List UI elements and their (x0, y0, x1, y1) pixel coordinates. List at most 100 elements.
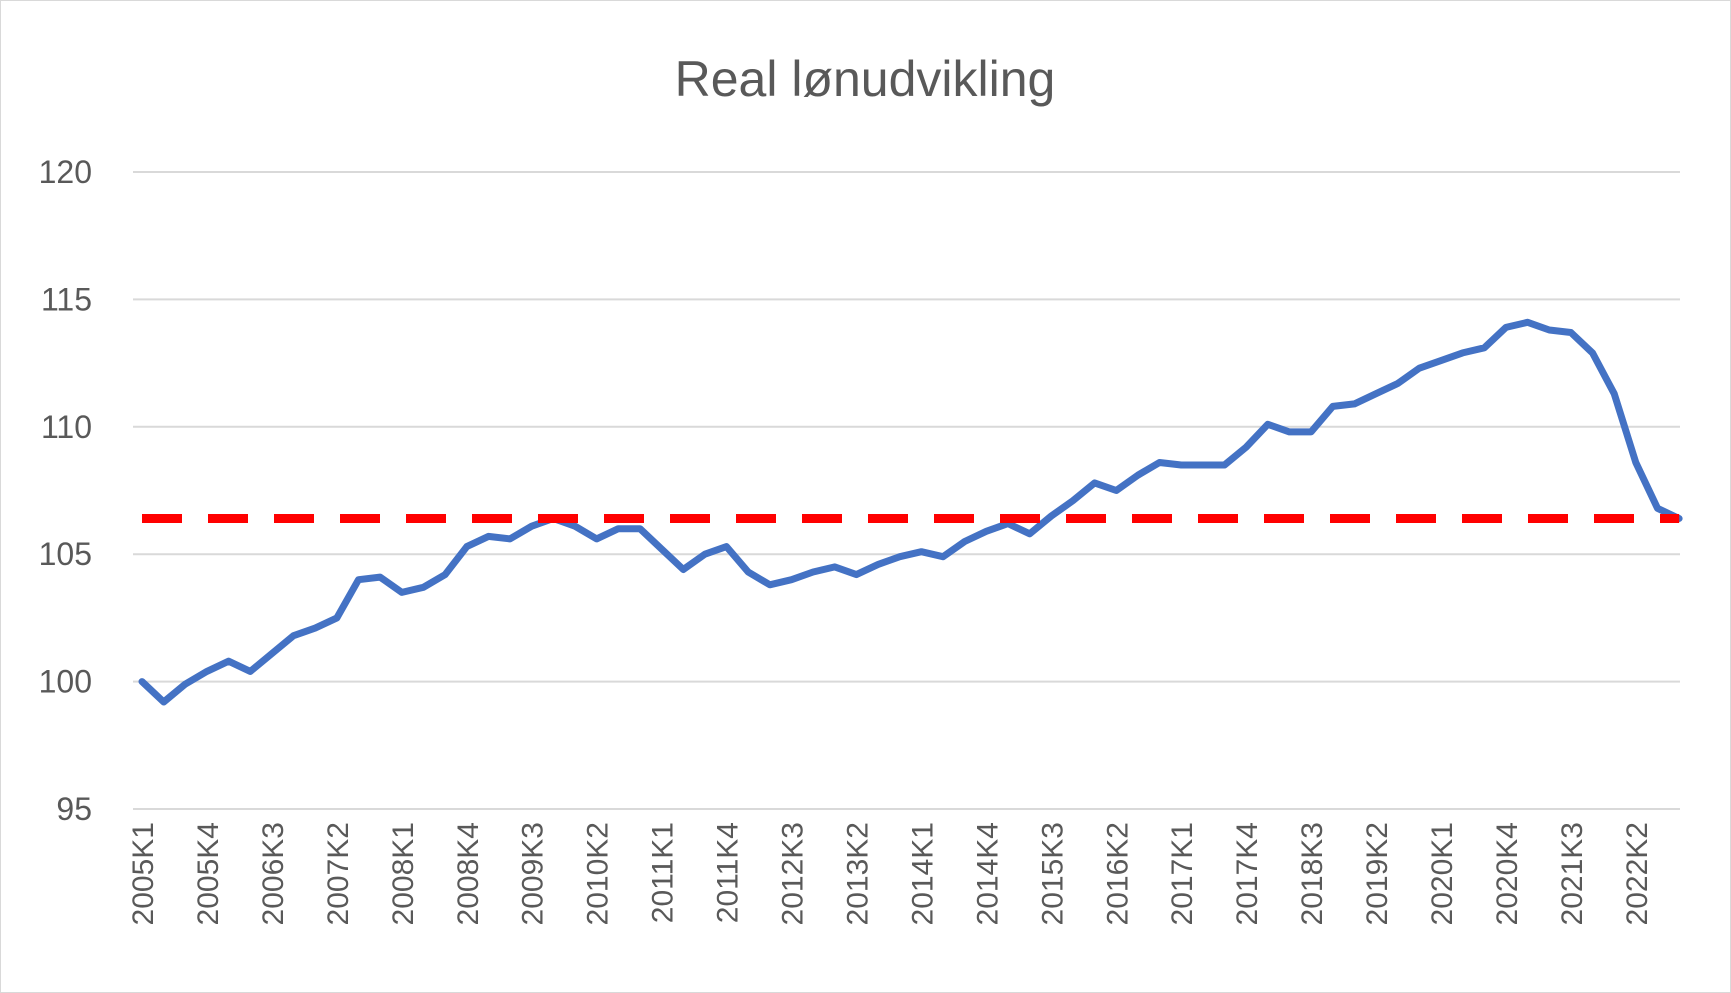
x-tick-label: 2018K3 (1296, 822, 1329, 925)
data-point (249, 670, 251, 672)
data-point (704, 553, 706, 555)
data-point (1137, 474, 1139, 476)
data-point (1310, 431, 1312, 433)
y-tick-label: 115 (41, 281, 92, 317)
data-point (1007, 523, 1009, 525)
data-point (228, 660, 230, 662)
x-tick-label: 2005K1 (127, 822, 160, 925)
data-point (942, 556, 944, 558)
data-point (1483, 347, 1485, 349)
data-point (1332, 405, 1334, 407)
data-point (1592, 352, 1593, 354)
data-point (336, 617, 338, 619)
data-point (293, 635, 294, 637)
data-point (1657, 507, 1658, 509)
data-point (1159, 462, 1160, 463)
data-point (920, 551, 922, 553)
y-tick-label: 100 (39, 664, 92, 700)
data-point (379, 576, 381, 578)
data-point (1418, 367, 1420, 369)
data-point (163, 701, 165, 703)
data-point (1180, 464, 1182, 466)
y-tick-label: 120 (39, 154, 92, 190)
x-tick-label: 2009K3 (517, 822, 550, 925)
data-point (1288, 431, 1290, 433)
y-tick-label: 95 (56, 791, 92, 827)
data-point (487, 535, 489, 537)
data-point (1548, 329, 1550, 331)
data-point (834, 566, 836, 568)
x-tick-label: 2010K2 (582, 822, 615, 925)
data-point (206, 670, 208, 672)
data-point (358, 579, 359, 581)
data-point (1527, 321, 1529, 323)
series-layer (138, 318, 1683, 706)
x-axis-ticks: 2005K1 2005K4 2006K3 2007K2 2008K1 2008K4 2009… (127, 822, 1654, 925)
x-tick-label: 2008K4 (452, 822, 485, 925)
data-point (661, 548, 663, 550)
data-point (899, 556, 901, 558)
x-tick-label: 2017K1 (1166, 822, 1199, 925)
data-point (682, 569, 684, 570)
data-point (1397, 383, 1399, 384)
data-point (184, 683, 186, 685)
y-tick-label: 105 (39, 536, 92, 572)
data-point (531, 525, 533, 527)
x-tick-label: 2014K1 (906, 822, 939, 925)
data-point (791, 579, 792, 581)
data-point (855, 574, 857, 576)
x-tick-label: 2022K2 (1621, 822, 1654, 925)
data-point (574, 525, 576, 527)
data-point (596, 538, 598, 540)
data-point (271, 653, 273, 655)
data-point (1202, 464, 1204, 466)
x-tick-label: 2007K2 (322, 822, 355, 925)
chart-title: Real lønudvikling (675, 51, 1056, 107)
data-point (1440, 360, 1442, 362)
x-tick-label: 2020K1 (1426, 822, 1459, 925)
y-tick-label: 110 (41, 409, 92, 445)
data-point (401, 591, 403, 593)
data-point (422, 586, 424, 588)
x-tick-label: 2014K4 (971, 822, 1004, 925)
x-tick-label: 2013K2 (841, 822, 874, 925)
data-point (1375, 393, 1377, 395)
data-point (1115, 490, 1117, 491)
data-point (964, 541, 966, 542)
data-point (877, 563, 879, 565)
data-point (617, 528, 619, 530)
data-point (1613, 393, 1615, 395)
data-point (639, 528, 641, 530)
data-point (985, 530, 987, 532)
data-point (509, 538, 511, 540)
data-point (314, 627, 316, 629)
data-point (1505, 326, 1507, 328)
x-tick-label: 2015K3 (1036, 822, 1069, 925)
data-point (444, 574, 446, 576)
data-point (1462, 352, 1464, 354)
data-point (1094, 482, 1096, 484)
data-point (726, 546, 727, 548)
x-tick-label: 2019K2 (1361, 822, 1394, 925)
data-point (141, 681, 143, 683)
data-point (1635, 462, 1637, 463)
y-axis-ticks: 95 100 105 110 115 120 (39, 154, 92, 827)
data-point (1072, 500, 1074, 502)
data-point (1267, 423, 1269, 425)
data-point (466, 546, 468, 548)
data-point (1353, 403, 1355, 405)
data-point (1224, 464, 1225, 466)
x-tick-label: 2011K1 (647, 822, 680, 923)
data-point (1570, 332, 1572, 333)
gridlines (133, 171, 1680, 683)
x-tick-label: 2020K4 (1491, 822, 1524, 925)
data-point (1050, 515, 1052, 517)
data-point (1245, 446, 1247, 448)
data-point (1029, 533, 1031, 535)
x-tick-label: 2011K4 (712, 822, 745, 923)
series-line (138, 318, 1683, 706)
data-point (747, 571, 749, 573)
x-tick-label: 2012K3 (777, 822, 810, 925)
x-tick-label: 2017K4 (1231, 822, 1264, 925)
